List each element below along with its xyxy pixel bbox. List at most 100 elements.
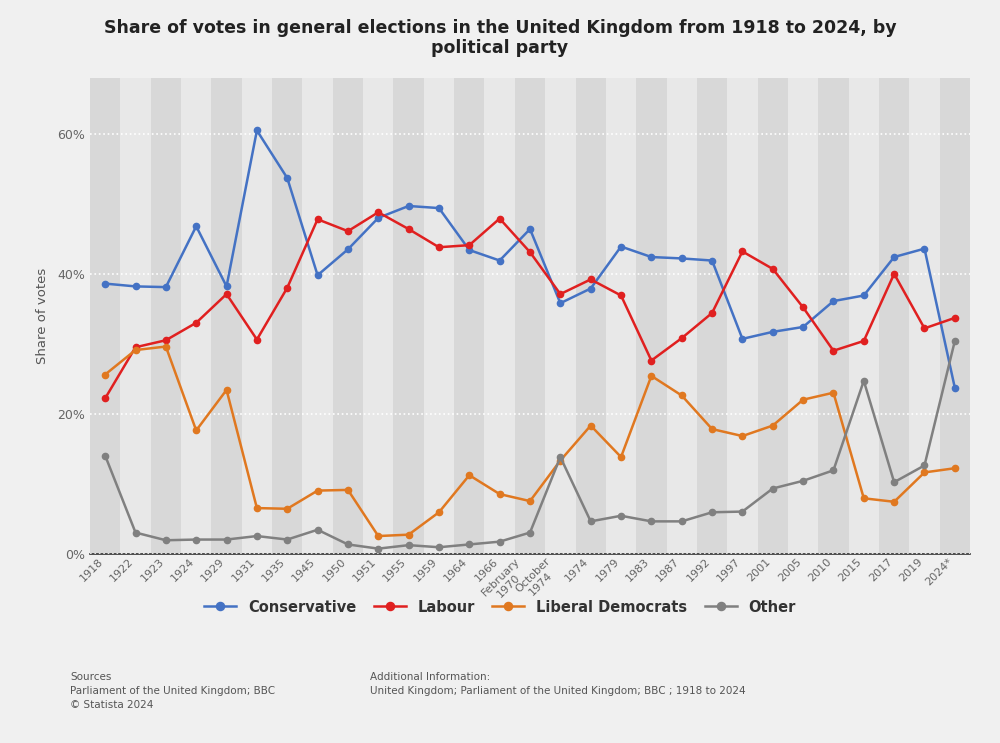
Other (130, 528, 142, 537)
Other (858, 377, 870, 386)
Labour (615, 291, 627, 300)
Other (463, 540, 475, 549)
Liberal Democrats (281, 504, 293, 513)
Other (403, 541, 415, 550)
Y-axis label: Share of votes: Share of votes (36, 267, 49, 364)
Liberal Democrats (615, 452, 627, 461)
Liberal Democrats (190, 426, 202, 435)
Bar (515, 78, 545, 554)
Other (312, 525, 324, 534)
Line: Liberal Democrats: Liberal Democrats (102, 343, 958, 539)
Bar (424, 78, 454, 554)
Bar (849, 78, 879, 554)
Other (676, 517, 688, 526)
Liberal Democrats (949, 464, 961, 473)
Bar (151, 78, 181, 554)
Conservative (130, 282, 142, 291)
Bar (181, 78, 211, 554)
Labour (676, 334, 688, 343)
Conservative (918, 244, 930, 253)
Conservative (221, 282, 233, 291)
Line: Other: Other (102, 338, 958, 552)
Liberal Democrats (312, 486, 324, 495)
Bar (454, 78, 484, 554)
Labour (585, 275, 597, 284)
Conservative (554, 299, 566, 308)
Other (372, 544, 384, 553)
Labour (918, 324, 930, 333)
Conservative (281, 174, 293, 183)
Liberal Democrats (676, 391, 688, 400)
Liberal Democrats (99, 370, 111, 379)
Liberal Democrats (736, 432, 748, 441)
Liberal Democrats (797, 395, 809, 404)
Bar (545, 78, 576, 554)
Labour (888, 270, 900, 279)
Labour (797, 303, 809, 312)
Other (342, 540, 354, 549)
Labour (130, 343, 142, 351)
Labour (645, 356, 657, 365)
Labour (372, 208, 384, 217)
Other (797, 476, 809, 485)
Labour (524, 247, 536, 256)
Bar (636, 78, 667, 554)
Conservative (736, 334, 748, 343)
Labour (160, 336, 172, 345)
Labour (706, 308, 718, 317)
Conservative (949, 383, 961, 392)
Labour (463, 241, 475, 250)
Other (585, 517, 597, 526)
Labour (99, 394, 111, 403)
Conservative (99, 279, 111, 288)
Bar (272, 78, 302, 554)
Labour (554, 290, 566, 299)
Bar (758, 78, 788, 554)
Other (160, 536, 172, 545)
Bar (302, 78, 333, 554)
Labour (251, 335, 263, 344)
Bar (120, 78, 151, 554)
Other (888, 478, 900, 487)
Liberal Democrats (706, 424, 718, 433)
Liberal Democrats (585, 421, 597, 430)
Liberal Democrats (888, 497, 900, 506)
Conservative (494, 256, 506, 265)
Labour (736, 247, 748, 256)
Bar (879, 78, 909, 554)
Text: Share of votes in general elections in the United Kingdom from 1918 to 2024, by
: Share of votes in general elections in t… (104, 19, 896, 57)
Conservative (312, 270, 324, 279)
Other (99, 451, 111, 460)
Other (949, 337, 961, 345)
Other (554, 452, 566, 461)
Labour (342, 227, 354, 236)
Labour (221, 290, 233, 299)
Liberal Democrats (130, 345, 142, 354)
Liberal Democrats (463, 471, 475, 480)
Liberal Democrats (342, 485, 354, 494)
Liberal Democrats (827, 389, 839, 398)
Liberal Democrats (767, 421, 779, 430)
Bar (909, 78, 940, 554)
Other (190, 535, 202, 544)
Other (736, 507, 748, 516)
Line: Conservative: Conservative (102, 127, 958, 391)
Line: Labour: Labour (102, 209, 958, 401)
Bar (788, 78, 818, 554)
Bar (576, 78, 606, 554)
Legend: Conservative, Labour, Liberal Democrats, Other: Conservative, Labour, Liberal Democrats,… (198, 594, 802, 620)
Other (767, 484, 779, 493)
Bar (484, 78, 515, 554)
Liberal Democrats (403, 531, 415, 539)
Conservative (403, 201, 415, 210)
Liberal Democrats (858, 494, 870, 503)
Other (645, 517, 657, 526)
Conservative (160, 282, 172, 291)
Liberal Democrats (494, 490, 506, 499)
Bar (363, 78, 393, 554)
Bar (727, 78, 758, 554)
Other (251, 531, 263, 540)
Labour (949, 314, 961, 322)
Bar (393, 78, 424, 554)
Labour (312, 215, 324, 224)
